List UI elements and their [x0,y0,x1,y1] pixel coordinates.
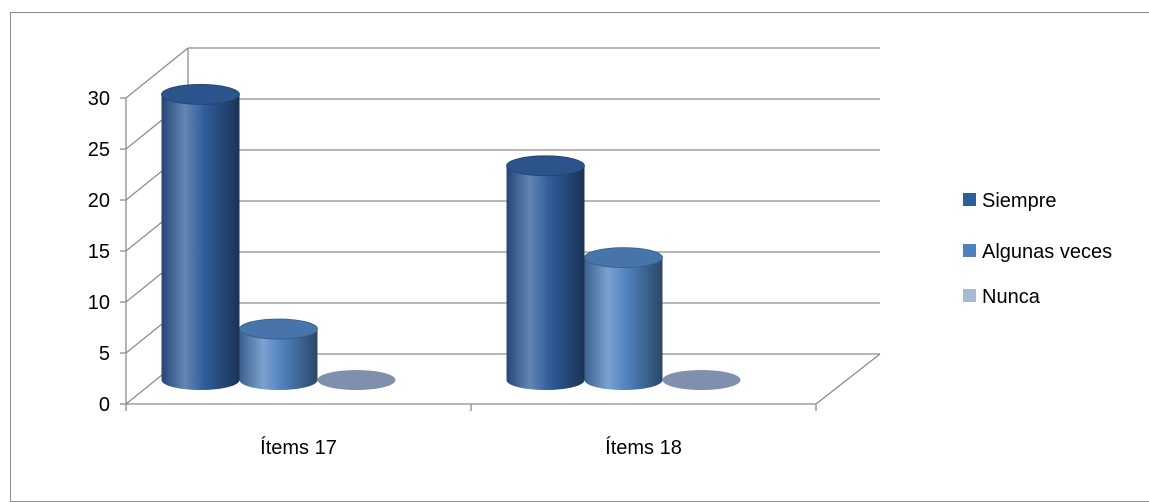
bar-top [506,155,585,177]
y-tick-label: 20 [88,190,110,212]
legend-label: Nunca [982,286,1041,308]
legend-swatch [963,244,976,257]
bar-body [584,257,663,390]
bar-siempre [161,84,240,391]
bar-flat [662,370,741,390]
y-tick-label: 15 [88,241,110,263]
bar-top [584,247,663,269]
y-tick-label: 10 [88,292,110,314]
legend-swatch [963,193,976,206]
bars [161,84,741,391]
y-tick-label: 0 [99,394,110,416]
bar-siempre [506,155,585,390]
side-gridline-30 [125,47,189,99]
bar-flat [317,370,396,390]
category-label: Ítems 18 [605,436,682,459]
y-tick-label: 25 [88,139,110,161]
legend-label: Algunas veces [982,241,1112,263]
y-tick-label: 5 [99,343,110,365]
y-tick-label: 30 [88,88,110,110]
bar-body [239,329,318,390]
bar-nunca [317,370,396,390]
bar-top [239,318,318,340]
chart-area: 0 5 10 15 20 25 30 Ítems 17 Ítems 18 Siempre Algun… [88,47,1112,459]
category-label: Ítems 17 [260,436,337,459]
bar-algunas-veces [239,318,318,390]
legend-label: Siempre [982,190,1056,212]
bar-algunas-veces [584,247,663,390]
floor-right-edge [815,353,881,405]
legend: Siempre Algunas veces Nunca [963,190,1112,308]
bar-nunca [662,370,741,390]
bar-top [161,84,240,105]
legend-swatch [963,289,976,302]
bar-body [506,165,585,390]
bar-body [161,94,240,391]
